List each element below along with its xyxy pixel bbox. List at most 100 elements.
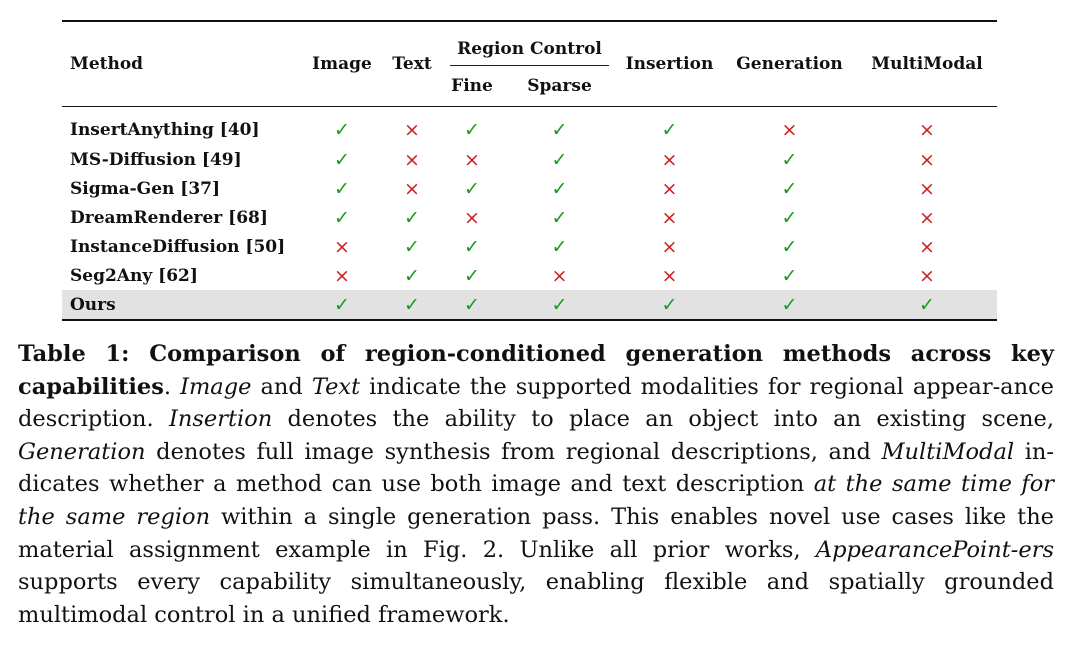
cross-icon: × bbox=[781, 119, 798, 141]
capability-cell: × bbox=[857, 232, 997, 261]
capability-cell: × bbox=[857, 261, 997, 290]
capability-cell: ✓ bbox=[857, 290, 997, 320]
caption-multimodal-term: MultiModal bbox=[881, 438, 1015, 465]
cross-icon: × bbox=[919, 148, 935, 171]
cross-icon: × bbox=[919, 177, 935, 200]
capability-cell: × bbox=[442, 145, 502, 174]
capability-cell: ✓ bbox=[502, 232, 617, 261]
check-icon: ✓ bbox=[781, 148, 798, 171]
capability-cell: ✓ bbox=[382, 232, 442, 261]
caption-insertion-term: Insertion bbox=[168, 406, 273, 433]
capability-cell: ✓ bbox=[722, 174, 857, 203]
capability-cell: ✓ bbox=[302, 145, 382, 174]
capability-cell: × bbox=[857, 203, 997, 232]
check-icon: ✓ bbox=[661, 119, 678, 141]
capability-cell: × bbox=[857, 107, 997, 146]
cross-icon: × bbox=[661, 177, 678, 200]
capability-cell: ✓ bbox=[302, 203, 382, 232]
check-icon: ✓ bbox=[661, 293, 678, 316]
cross-icon: × bbox=[464, 148, 480, 171]
header-row-1: Method Image Text Region Control Inserti… bbox=[62, 21, 997, 74]
capability-cell: × bbox=[382, 145, 442, 174]
capability-cell: × bbox=[617, 174, 722, 203]
check-icon: ✓ bbox=[334, 293, 350, 316]
caption-text-6: in-dicates whether a method can use both… bbox=[18, 438, 1054, 498]
cross-icon: × bbox=[661, 206, 678, 229]
check-icon: ✓ bbox=[464, 177, 480, 200]
check-icon: ✓ bbox=[404, 293, 420, 316]
capability-cell: ✓ bbox=[617, 107, 722, 146]
capability-cell: ✓ bbox=[442, 232, 502, 261]
check-icon: ✓ bbox=[334, 177, 350, 200]
table-row: InstanceDiffusion [50] × ✓ ✓ ✓ × ✓ × bbox=[62, 232, 997, 261]
capability-cell: × bbox=[617, 203, 722, 232]
caption-image-term: Image bbox=[180, 373, 252, 400]
check-icon: ✓ bbox=[551, 235, 568, 258]
check-icon: ✓ bbox=[404, 206, 420, 229]
check-icon: ✓ bbox=[334, 206, 350, 229]
cross-icon: × bbox=[661, 264, 678, 287]
header-generation: Generation bbox=[736, 54, 843, 74]
header-multimodal: MultiModal bbox=[871, 54, 983, 74]
caption-same-time: at the same time for the same region bbox=[18, 471, 1054, 530]
capability-cell: × bbox=[442, 203, 502, 232]
check-icon: ✓ bbox=[551, 177, 568, 200]
capability-cell: ✓ bbox=[722, 261, 857, 290]
check-icon: ✓ bbox=[551, 148, 568, 171]
capability-cell: × bbox=[617, 145, 722, 174]
check-icon: ✓ bbox=[551, 119, 568, 141]
caption-text-7: within a single generation pass. This en… bbox=[18, 503, 1054, 563]
method-name-cell: MS-Diffusion [49] bbox=[70, 149, 242, 170]
method-name-cell: Sigma-Gen [37] bbox=[70, 178, 221, 199]
capability-cell: ✓ bbox=[302, 290, 382, 320]
capability-cell: ✓ bbox=[382, 203, 442, 232]
capability-cell: × bbox=[617, 261, 722, 290]
check-icon: ✓ bbox=[464, 235, 480, 258]
capability-cell: ✓ bbox=[502, 203, 617, 232]
capability-cell: ✓ bbox=[722, 290, 857, 320]
method-name-cell: InstanceDiffusion [50] bbox=[70, 236, 286, 257]
header-region-control: Region Control bbox=[442, 21, 617, 66]
capability-cell: ✓ bbox=[722, 145, 857, 174]
table-row: InsertAnything [40] ✓ × ✓ ✓ ✓ × × bbox=[62, 107, 997, 146]
capability-cell: × bbox=[302, 232, 382, 261]
capability-cell: ✓ bbox=[722, 232, 857, 261]
method-name-cell: DreamRenderer [68] bbox=[70, 207, 268, 228]
capability-cell: × bbox=[857, 174, 997, 203]
capability-cell: ✓ bbox=[502, 145, 617, 174]
header-row-2: Fine Sparse bbox=[62, 66, 997, 107]
cross-icon: × bbox=[919, 206, 935, 229]
cross-icon: × bbox=[464, 206, 480, 229]
method-name-cell: InsertAnything [40] bbox=[70, 120, 260, 140]
cross-icon: × bbox=[334, 235, 350, 258]
caption-text-term: Text bbox=[311, 373, 361, 400]
capability-cell: ✓ bbox=[722, 203, 857, 232]
comparison-table: Method Image Text Region Control Inserti… bbox=[62, 20, 997, 321]
check-icon: ✓ bbox=[781, 235, 798, 258]
table-row: Ours ✓ ✓ ✓ ✓ ✓ ✓ ✓ bbox=[62, 290, 997, 320]
capability-cell: ✓ bbox=[302, 174, 382, 203]
header-image: Image bbox=[312, 54, 372, 74]
check-icon: ✓ bbox=[551, 206, 568, 229]
check-icon: ✓ bbox=[464, 264, 480, 287]
header-sparse: Sparse bbox=[527, 76, 592, 96]
check-icon: ✓ bbox=[464, 293, 480, 316]
check-icon: ✓ bbox=[919, 293, 935, 316]
caption-text-4: denotes the ability to place an object i… bbox=[272, 406, 1054, 433]
capability-cell: ✓ bbox=[502, 174, 617, 203]
header-insertion: Insertion bbox=[625, 54, 714, 74]
check-icon: ✓ bbox=[404, 264, 420, 287]
check-icon: ✓ bbox=[781, 177, 798, 200]
cross-icon: × bbox=[919, 119, 935, 141]
capability-cell: × bbox=[857, 145, 997, 174]
capability-cell: ✓ bbox=[442, 290, 502, 320]
table-row: DreamRenderer [68] ✓ ✓ × ✓ × ✓ × bbox=[62, 203, 997, 232]
header-fine: Fine bbox=[451, 76, 493, 96]
caption-text-3: indicate the supported modalities for re… bbox=[18, 373, 1054, 433]
capability-cell: ✓ bbox=[502, 107, 617, 146]
header-region-control-label: Region Control bbox=[450, 39, 609, 66]
capability-cell: × bbox=[722, 107, 857, 146]
capability-cell: ✓ bbox=[302, 107, 382, 146]
check-icon: ✓ bbox=[404, 235, 420, 258]
caption-generation-term: Generation bbox=[18, 438, 146, 465]
